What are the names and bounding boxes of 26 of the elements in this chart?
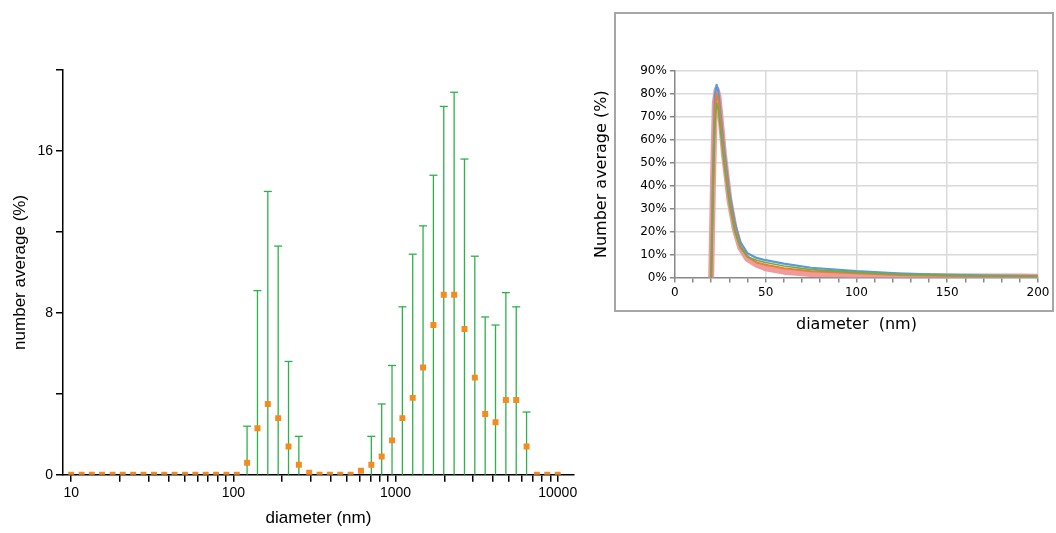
x-axis-title: diameter (nm) (795, 313, 917, 333)
y-tick-label: 60% (640, 131, 667, 146)
y-tick-label: 80% (640, 86, 667, 101)
x-tick-label: 10000 (538, 484, 578, 501)
x-tick-label: 10 (63, 484, 80, 501)
y-axis-title: number average (%) (9, 194, 29, 350)
x-tick-label: 100 (844, 284, 868, 299)
y-tick-label: 30% (640, 200, 667, 215)
y-tick-label: 50% (640, 154, 667, 169)
y-tick-label: 70% (640, 108, 667, 123)
x-tick-label: 50 (758, 284, 774, 299)
x-tick-label: 0 (671, 284, 679, 299)
x-tick-label: 150 (935, 284, 959, 299)
y-tick-label: 0% (647, 269, 667, 284)
x-tick-label: 1000 (379, 484, 412, 501)
x-tick-label: 200 (1026, 284, 1050, 299)
y-tick-label: 8 (45, 303, 54, 320)
y-axis-title: Number average (%) (590, 90, 610, 259)
y-tick-label: 0 (45, 465, 54, 482)
y-tick-label: 10% (640, 246, 667, 261)
y-tick-label: 20% (640, 223, 667, 238)
x-axis-title: diameter (nm) (265, 508, 372, 528)
y-tick-label: 90% (640, 63, 667, 78)
y-tick-label: 40% (640, 177, 667, 192)
x-tick-label: 100 (221, 484, 246, 501)
y-tick-label: 16 (37, 141, 54, 158)
